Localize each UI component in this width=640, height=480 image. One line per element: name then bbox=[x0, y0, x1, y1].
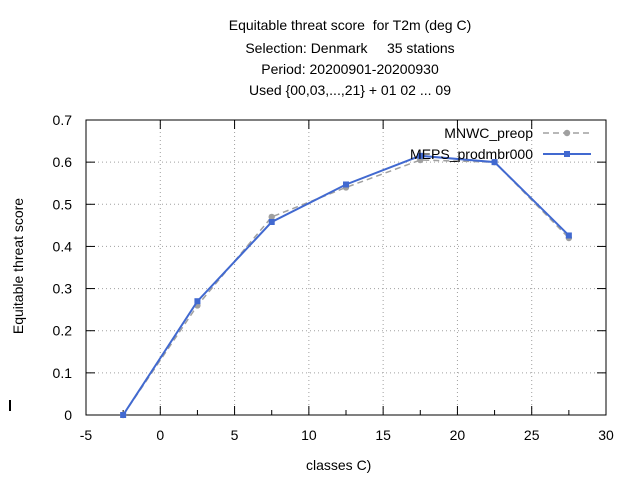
data-point-meps-prodmbr000 bbox=[417, 152, 424, 159]
legend-label: MNWC_preop bbox=[444, 125, 533, 141]
tick-labels: -5 0 5 10 15 20 25 30 0 0.1 0.2 0.3 0.4 0.5 0.6 0.7 bbox=[53, 112, 614, 443]
x-tick-label: 20 bbox=[450, 427, 466, 443]
title-line-2: Selection: Denmark 35 stations bbox=[245, 40, 455, 56]
data-point-meps-prodmbr000 bbox=[194, 298, 201, 305]
series-layer bbox=[119, 152, 573, 419]
plot-frame bbox=[85, 119, 607, 416]
x-tick-label: 10 bbox=[301, 427, 317, 443]
data-point-meps-prodmbr000 bbox=[491, 159, 498, 166]
axis-ticks bbox=[85, 119, 607, 416]
y-tick-label: 0.3 bbox=[53, 281, 73, 297]
y-tick-label: 0.2 bbox=[53, 323, 73, 339]
y-tick-label: 0.6 bbox=[53, 154, 73, 170]
data-point-meps-prodmbr000 bbox=[268, 218, 275, 225]
data-point-mnwc-preop bbox=[268, 213, 275, 221]
x-tick-label: 5 bbox=[231, 427, 239, 443]
data-point-meps-prodmbr000 bbox=[343, 181, 349, 188]
y-tick-label: 0.4 bbox=[53, 238, 73, 254]
y-tick-label: 0 bbox=[64, 407, 72, 423]
x-axis-label: classes C) bbox=[306, 457, 372, 473]
legend: MNWC_preop MEPS_prodmbr000 bbox=[410, 125, 591, 162]
series-line-mnwc-preop bbox=[122, 159, 570, 416]
x-tick-label: -5 bbox=[80, 427, 93, 443]
data-point-meps-prodmbr000 bbox=[565, 232, 572, 239]
x-tick-label: 15 bbox=[375, 427, 391, 443]
title-line-1: Equitable threat score for T2m (deg C) bbox=[228, 17, 472, 33]
legend-label: MEPS_prodmbr000 bbox=[410, 146, 533, 162]
legend-marker bbox=[563, 129, 571, 137]
x-tick-label: 25 bbox=[524, 427, 540, 443]
y-tick-label: 0.1 bbox=[53, 365, 73, 381]
series-meps-prodmbr000 bbox=[120, 152, 572, 418]
data-point-meps-prodmbr000 bbox=[120, 412, 127, 418]
title-line-3: Period: 20200901-20200930 bbox=[261, 61, 439, 77]
legend-marker bbox=[564, 151, 570, 157]
y-tick-label: 0.7 bbox=[53, 112, 73, 128]
x-tick-label: 30 bbox=[598, 427, 614, 443]
series-line-meps-prodmbr000 bbox=[122, 154, 570, 416]
y-axis-label: Equitable threat score bbox=[10, 197, 26, 335]
grid-lines bbox=[86, 120, 606, 415]
legend-entry-meps-prodmbr000: MEPS_prodmbr000 bbox=[410, 146, 591, 162]
legend-entry-mnwc-preop: MNWC_preop bbox=[444, 125, 591, 141]
series-mnwc-preop bbox=[119, 156, 573, 419]
title-line-4: Used {00,03,...,21} + 01 02 ... 09 bbox=[249, 82, 451, 98]
y-tick-label: 0.5 bbox=[53, 196, 73, 212]
x-tick-label: 0 bbox=[156, 427, 164, 443]
